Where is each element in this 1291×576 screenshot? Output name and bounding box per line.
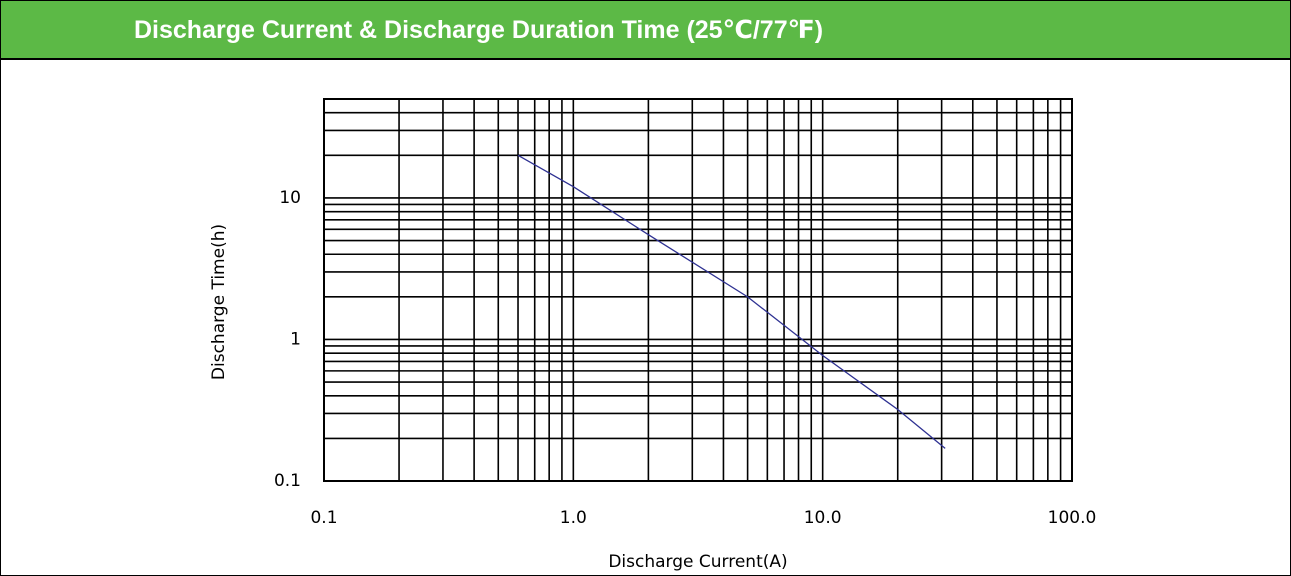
x-tick-label: 0.1 bbox=[310, 508, 337, 528]
line bbox=[517, 154, 946, 449]
header: Discharge Current & Discharge Duration T… bbox=[1, 1, 1290, 60]
x-tick-label: 1.0 bbox=[560, 508, 587, 528]
x-axis-label: Discharge Current(A) bbox=[608, 552, 787, 572]
chart-title: Discharge Current & Discharge Duration T… bbox=[134, 16, 824, 44]
y-tick-label: 0.1 bbox=[274, 471, 301, 491]
y-tick-label: 1 bbox=[290, 329, 301, 349]
plot-frame bbox=[323, 98, 1073, 482]
y-axis-label: Discharge Time(h) bbox=[209, 224, 229, 380]
x-tick-label: 100.0 bbox=[1048, 508, 1097, 528]
chart: 0.1 1.0 10.0 100.0 0.1 1 10 Discharge Current(A… bbox=[209, 98, 1097, 572]
x-tick-label: 10.0 bbox=[804, 508, 842, 528]
y-tick-label: 10 bbox=[279, 188, 301, 208]
